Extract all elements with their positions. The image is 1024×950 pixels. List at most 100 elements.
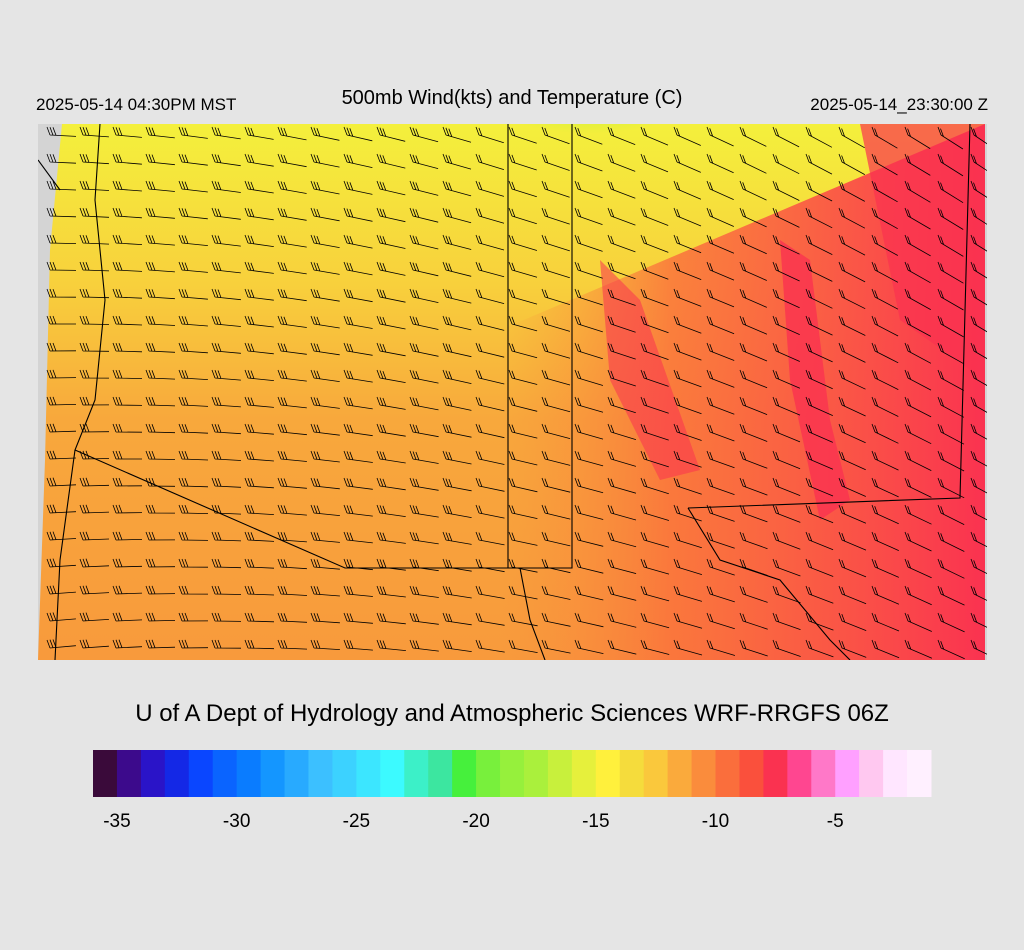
wind-barb [244,342,274,355]
wind-barb [244,126,274,140]
wind-barb [904,612,932,632]
wind-barb [46,342,77,352]
wind-barb [178,585,209,595]
wind-barb [541,261,570,279]
wind-barb [508,531,538,546]
wind-barb [739,639,768,657]
wind-barb [277,207,307,221]
wind-barb [706,315,735,335]
wind-barb [310,396,340,409]
wind-barb [838,639,867,658]
wind-barb [508,369,538,385]
wind-barb [871,477,899,498]
wind-barb [376,261,406,276]
wind-barb [541,450,571,466]
wind-barb [46,369,77,379]
wind-barb [376,207,406,223]
wind-barb [904,423,932,445]
wind-barb [475,153,505,170]
wind-barb [970,612,987,628]
wind-barb [772,153,800,175]
colorbar-box [835,750,860,797]
colorbar-box [428,750,453,797]
wind-barb [244,531,275,542]
wind-barb [508,315,538,332]
wind-barb [343,180,373,195]
wind-barb [904,477,932,498]
wind-barb [904,153,931,176]
wind-barb [79,126,109,138]
wind-barb [145,396,176,407]
wind-barb [640,558,670,575]
colorbar-box [308,750,333,797]
wind-barb [145,207,175,219]
wind-barb [211,585,242,595]
wind-barb [244,396,274,408]
wind-barb [112,558,143,568]
wind-barb [871,126,898,149]
wind-barb [970,531,987,548]
wind-barb [871,153,898,176]
wind-barb [970,234,987,252]
wind-barb [409,153,439,169]
wind-barb [574,450,604,467]
wind-barb [145,315,176,326]
wind-barb [46,477,77,487]
wind-barb [706,477,735,495]
wind-barb [904,288,931,310]
wind-barb [244,477,274,489]
wind-barb [838,423,866,444]
colorbar-box [787,750,812,797]
colorbar-box [547,750,573,797]
wind-barb [904,585,932,606]
wind-barb [211,342,241,354]
wind-barb [838,126,865,149]
wind-barb [673,504,702,522]
wind-barb [739,450,768,469]
wind-barb [607,558,637,574]
wind-barb [277,126,307,141]
wind-barb [838,612,867,631]
colorbar-box [380,750,405,797]
wind-barb [409,207,439,223]
wind-barb [607,180,636,199]
wind-barb [145,585,176,595]
wind-barb [79,396,110,406]
wind-barb [442,585,472,599]
wind-barb [310,639,340,650]
wind-barb [673,234,702,254]
wind-barb [112,423,143,433]
wind-barb [46,207,77,218]
wind-barb [541,126,570,145]
wind-barb [310,126,340,141]
wind-barb [277,234,307,248]
wind-barb [772,639,801,657]
wind-barb [508,342,538,359]
wind-barb [112,477,143,487]
wind-barb [904,504,932,525]
wind-barb [211,315,241,327]
wind-barb [970,180,987,198]
wind-barb [970,477,987,494]
wind-barb [574,207,603,225]
wind-barb [508,153,537,171]
wind-barb [871,585,900,605]
wind-barb [607,504,637,521]
wind-barb [409,612,439,625]
wind-barb [970,288,987,306]
wind-barb [772,396,801,416]
wind-barb [937,612,965,633]
wind-barb [838,477,866,497]
wind-barb [673,450,702,468]
wind-barb [871,261,899,283]
wind-barb [79,477,110,487]
wind-barb [343,423,373,437]
wind-barb [244,423,274,435]
wind-barb [244,558,275,569]
colorbar-box [907,750,932,797]
wind-barb [541,180,570,198]
wind-barb [376,504,406,517]
wind-barb [871,423,899,444]
wind-barb [79,585,110,595]
wind-barb [574,315,603,333]
